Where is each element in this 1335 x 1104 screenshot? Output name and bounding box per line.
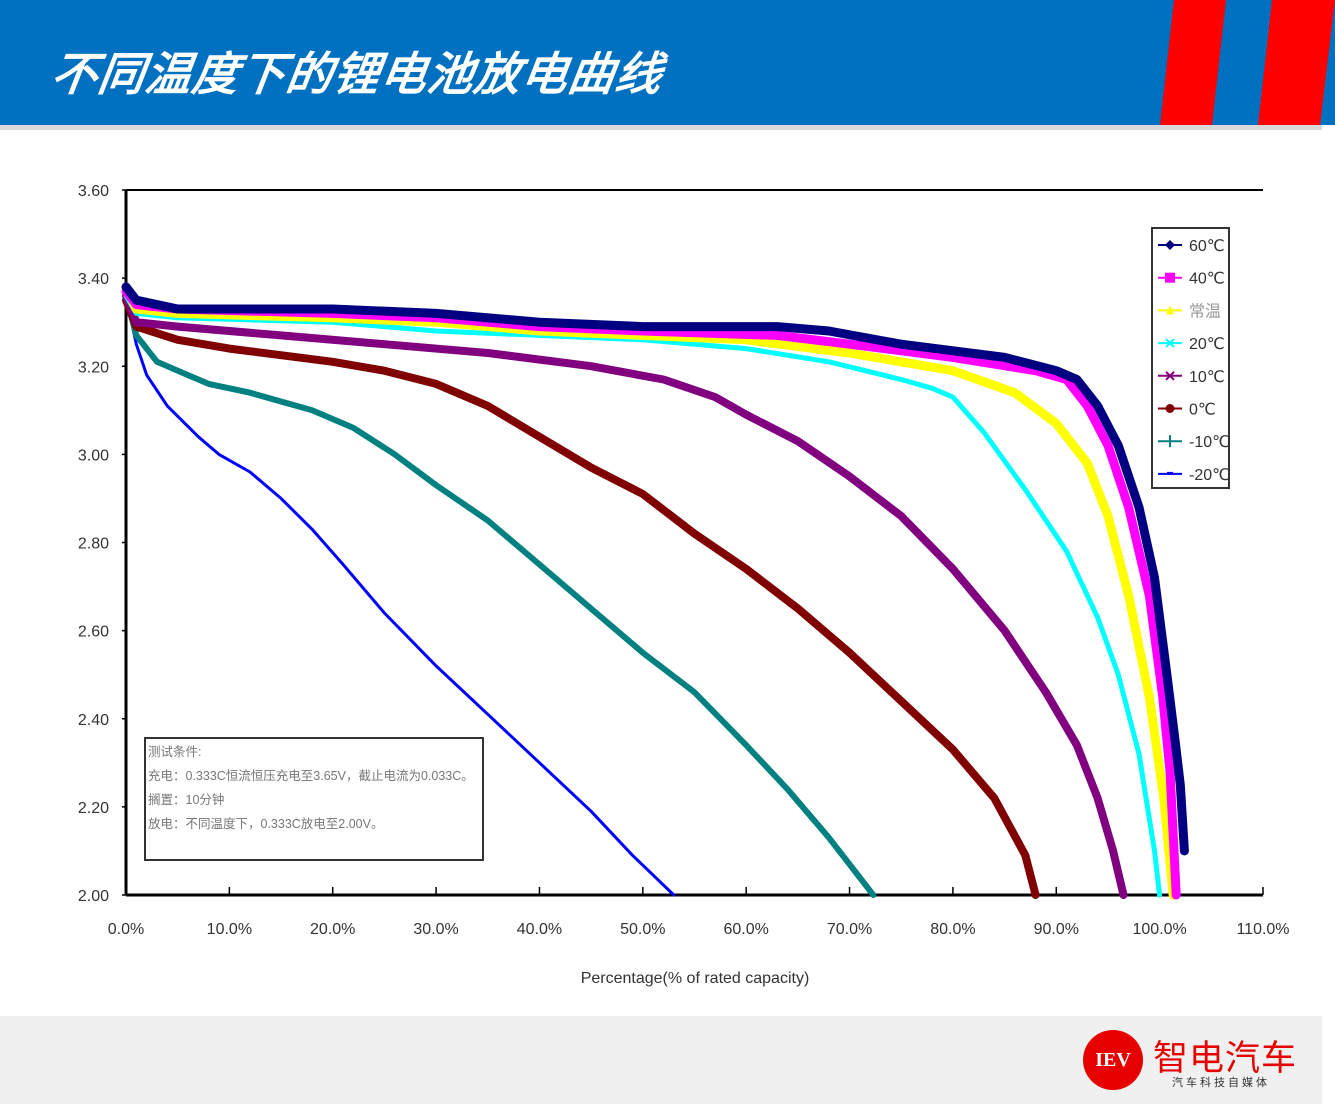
x-tick-label: 20.0% — [310, 921, 355, 938]
brand-tagline: 汽车科技自媒体 — [1172, 1076, 1270, 1089]
x-tick-label: 50.0% — [620, 921, 665, 938]
slide-header: 不同温度下的锂电池放电曲线 — [0, 0, 1335, 125]
y-tick-label: 2.00 — [78, 888, 109, 905]
x-tick-label: 40.0% — [517, 921, 562, 938]
chart-legend: 60℃ 40℃ 常温 20℃ 10℃ 0℃ -10℃ -20℃ — [1151, 227, 1230, 489]
y-tick-label: 2.40 — [78, 712, 109, 729]
x-tick-label: 10.0% — [207, 921, 252, 938]
annotation-line: 测试条件: — [148, 744, 201, 759]
legend-entry: 常温 — [1189, 302, 1221, 320]
y-tick-label: 3.20 — [78, 359, 109, 376]
x-tick-label: 70.0% — [827, 921, 872, 938]
chart-series — [121, 282, 1189, 900]
annotation-box — [144, 737, 484, 861]
y-tick-label: 3.60 — [78, 183, 109, 200]
legend-entry: -10℃ — [1189, 434, 1230, 451]
y-tick-label: 3.00 — [78, 447, 109, 464]
legend-entry: 10℃ — [1189, 369, 1225, 386]
annotation-line: 搁置：10分钟 — [148, 792, 224, 807]
x-tick-label: 90.0% — [1034, 921, 1079, 938]
legend-box — [1151, 227, 1230, 489]
legend-entry: 0℃ — [1189, 402, 1216, 419]
x-axis-label: Percentage(% of rated capacity) — [581, 970, 810, 987]
legend-entry: -20℃ — [1189, 467, 1230, 484]
decorative-red-stripe-2 — [1258, 0, 1335, 125]
series-line — [122, 291, 1128, 899]
x-tick-label: 0.0% — [108, 921, 144, 938]
x-tick-label: 100.0% — [1133, 921, 1187, 938]
legend-entry: 40℃ — [1189, 271, 1225, 288]
slide-title: 不同温度下的锂电池放电曲线 — [47, 47, 667, 101]
series-line — [122, 296, 1040, 899]
iev-logo-badge: IEV — [1083, 1030, 1143, 1090]
legend-entry: 20℃ — [1189, 336, 1225, 353]
series-line — [123, 293, 1163, 898]
series-line — [121, 282, 1189, 856]
y-tick-label: 3.40 — [78, 271, 109, 288]
series-line — [123, 292, 877, 898]
x-tick-label: 60.0% — [723, 921, 768, 938]
brand-name: 智电汽车 — [1153, 1039, 1298, 1079]
y-tick-label: 2.20 — [78, 800, 109, 817]
x-tick-label: 80.0% — [930, 921, 975, 938]
x-tick-label: 110.0% — [1236, 921, 1289, 938]
legend-entry: 60℃ — [1189, 238, 1225, 255]
chart-axes: 3.60 3.40 3.20 3.00 2.80 2.60 2.40 2.20 2.00 0.0%… — [78, 183, 1290, 987]
annotation-line: 放电：不同温度下，0.333C放电至2.00V。 — [148, 816, 383, 831]
test-conditions-box: 测试条件: 充电：0.333C恒流恒压充电至3.65V，截止电流为0.033C。搁… — [144, 737, 484, 861]
y-tick-label: 2.60 — [78, 624, 109, 641]
y-tick-label: 2.80 — [78, 536, 109, 553]
header-divider — [0, 125, 1322, 130]
x-tick-label: 30.0% — [413, 921, 458, 938]
discharge-chart: 3.60 3.40 3.20 3.00 2.80 2.60 2.40 2.20 2.00 0.0%… — [0, 130, 1335, 1015]
annotation-line: 充电：0.333C恒流恒压充电至3.65V，截止电流为0.033C。 — [148, 768, 474, 783]
series-line — [124, 294, 676, 897]
chart-canvas: 3.60 3.40 3.20 3.00 2.80 2.60 2.40 2.20 2.00 0.0%… — [78, 183, 1290, 987]
decorative-red-stripe-1 — [1160, 0, 1226, 125]
